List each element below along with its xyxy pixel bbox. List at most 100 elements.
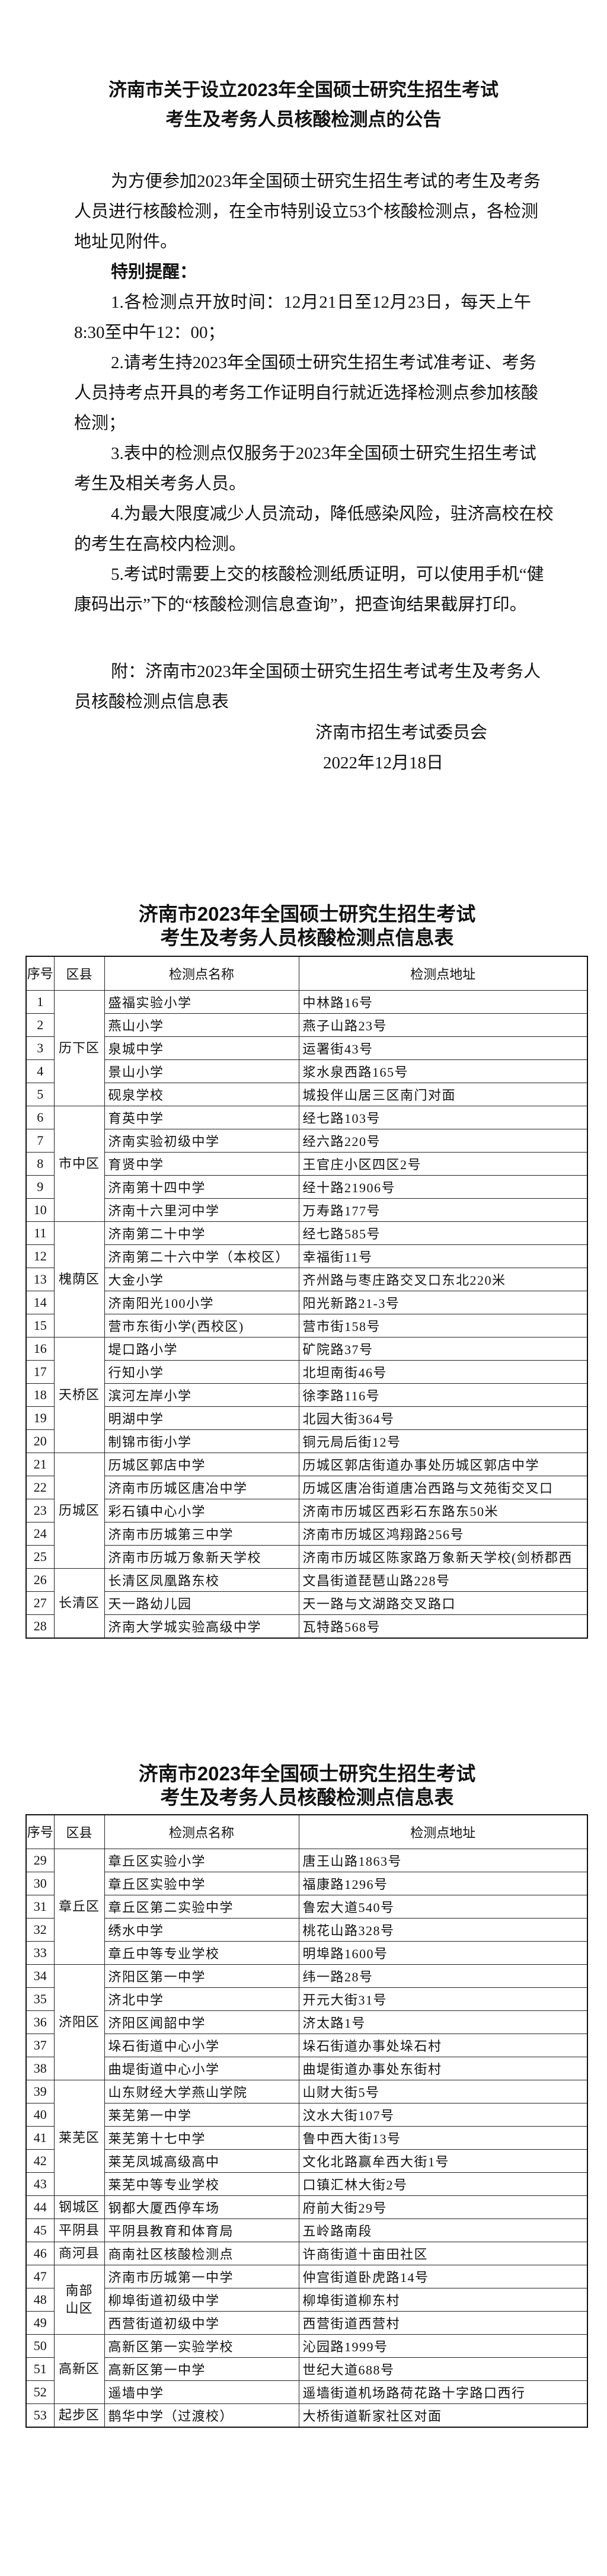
issue-date: 2022年12月18日	[323, 754, 444, 773]
row-number: 4	[25, 1059, 55, 1083]
header-row: 序号 区县 检测点名称 检测点地址	[25, 956, 588, 991]
site-address: 天一路与文湖路交叉路口	[298, 1591, 588, 1615]
signature-block: 济南市招生考试委员会 2022年12月18日	[315, 718, 487, 778]
site-address: 历城区郭店街道办事处历城区郭店中学	[298, 1453, 588, 1476]
text-line: 附：济南市2023年全国硕士研究生招生考试考生及考务人	[111, 662, 541, 681]
site-name: 章丘中等专业学校	[104, 1941, 299, 1965]
table-row: 38 曲堤街道中心小学 曲堤街道办事处东街村	[25, 2057, 588, 2080]
notice-title: 济南市关于设立2023年全国硕士研究生招生考试 考生及考务人员核酸检测点的公告	[0, 75, 607, 135]
row-number: 28	[25, 1614, 55, 1639]
site-address: 鲁宏大道540号	[298, 1895, 588, 1919]
table-row: 2 燕山小学 燕子山路23号	[25, 1013, 588, 1037]
row-number: 27	[25, 1591, 55, 1615]
site-address: 世纪大道688号	[298, 2357, 588, 2381]
site-address: 汶水大街107号	[298, 2103, 588, 2127]
district-cell: 起步区	[53, 2403, 105, 2428]
table-row: 24 济南市历城第三中学 济南市历城区鸿翔路256号	[25, 1522, 588, 1546]
table-row: 13 大金小学 齐州路与枣庄路交叉口东北220米	[25, 1268, 588, 1291]
table-row: 9 济南第十四中学 经十路21906号	[25, 1175, 588, 1199]
test-site-table: 序号 区县 检测点名称 检测点地址 29 章丘区 章丘区实验小学 唐王山路1863号 30 章丘区…	[25, 1814, 588, 2428]
site-address: 纬一路28号	[298, 1964, 588, 1988]
table-row: 53 起步区 鹊华中学（过渡校） 大桥街道靳家社区对面	[25, 2403, 588, 2428]
site-name: 莱芜第十七中学	[104, 2126, 299, 2150]
notice-title-line: 济南市关于设立2023年全国硕士研究生招生考试	[108, 79, 499, 100]
site-address: 柳埠街道柳东村	[298, 2288, 588, 2312]
row-number: 33	[25, 1941, 55, 1965]
site-name: 济南第十四中学	[104, 1175, 299, 1199]
site-name: 济南第二十六中学（本校区）	[104, 1244, 299, 1268]
row-number: 46	[25, 2242, 55, 2265]
row-number: 53	[25, 2403, 55, 2428]
header-no: 序号	[25, 956, 55, 991]
site-name: 济南大学城实验高级中学	[104, 1614, 299, 1639]
table-row: 33 章丘中等专业学校 明埠路1600号	[25, 1941, 588, 1965]
site-address: 徐李路116号	[298, 1383, 588, 1407]
table-row: 12 济南第二十六中学（本校区） 幸福街11号	[25, 1244, 588, 1268]
site-name: 滨河左岸小学	[104, 1383, 299, 1407]
site-name: 济北中学	[104, 1987, 299, 2011]
notice-title-line: 考生及考务人员核酸检测点的公告	[165, 109, 442, 130]
table-row: 45 平阴县 平阴县教育和体育局 五岭路南段	[25, 2219, 588, 2242]
row-number: 41	[25, 2126, 55, 2150]
site-address: 阳光新路21-3号	[298, 1291, 588, 1314]
row-number: 36	[25, 2010, 55, 2034]
table-row: 49 西营街道初级中学 西营街道西营村	[25, 2311, 588, 2335]
row-number: 12	[25, 1244, 55, 1268]
site-address: 西营街道西营村	[298, 2311, 588, 2335]
site-address: 铜元局后街12号	[298, 1429, 588, 1453]
site-address: 矿院路37号	[298, 1337, 588, 1361]
site-address: 经七路585号	[298, 1221, 588, 1245]
site-name: 长清区凤凰路东校	[104, 1568, 299, 1592]
table-row: 20 制锦市街小学 铜元局后街12号	[25, 1429, 588, 1453]
row-number: 3	[25, 1036, 55, 1060]
site-name: 莱芜凤城高级高中	[104, 2149, 299, 2173]
site-name: 莱芜第一中学	[104, 2103, 299, 2127]
site-address: 北园大街364号	[298, 1406, 588, 1430]
table-row: 41 莱芜第十七中学 鲁中西大街13号	[25, 2126, 588, 2150]
site-address: 垛石街道办事处垛石村	[298, 2034, 588, 2057]
site-address: 五岭路南段	[298, 2219, 588, 2242]
site-name: 济南十六里河中学	[104, 1198, 299, 1222]
district-cell: 历下区	[53, 990, 105, 1106]
site-address: 经六路220号	[298, 1129, 588, 1153]
header-address: 检测点地址	[298, 1814, 588, 1849]
table-row: 39 莱芜区 山东财经大学燕山学院 山财大街5号	[25, 2080, 588, 2196]
site-address: 济太路1号	[298, 2010, 588, 2034]
table-row: 21 历城区 历城区郭店中学 历城区郭店街道办事处历城区郭店中学	[25, 1453, 588, 1569]
table-row: 8 育贤中学 王官庄小区四区2号	[25, 1152, 588, 1176]
row-number: 51	[25, 2357, 55, 2381]
row-number: 38	[25, 2057, 55, 2080]
district-cell: 市中区	[53, 1106, 105, 1222]
table-row: 46 商河县 商南社区核酸检测点 许商街道十亩田社区	[25, 2242, 588, 2265]
table-title-line: 考生及考务人员核酸检测点信息表	[160, 1786, 454, 1808]
site-address: 齐州路与枣庄路交叉口东北220米	[298, 1268, 588, 1291]
text-line: 检测；	[74, 414, 126, 433]
site-address: 营市街158号	[298, 1314, 588, 1338]
site-name: 绣水中学	[104, 1918, 299, 1942]
site-name: 砚泉学校	[104, 1083, 299, 1106]
district-cell: 南部山区	[53, 2265, 105, 2335]
site-name: 彩石镇中心小学	[104, 1499, 299, 1522]
row-number: 40	[25, 2103, 55, 2127]
site-address: 济南市历城区鸿翔路256号	[298, 1522, 588, 1546]
table-row: 19 明湖中学 北园大街364号	[25, 1406, 588, 1430]
table-row: 30 章丘区实验中学 福康路1296号	[25, 1872, 588, 1895]
table-row: 29 章丘区 章丘区实验小学 唐王山路1863号	[25, 1849, 588, 1965]
site-name: 燕山小学	[104, 1013, 299, 1037]
row-number: 18	[25, 1383, 55, 1407]
row-number: 44	[25, 2195, 55, 2219]
site-name: 营市东街小学(西校区)	[104, 1314, 299, 1338]
text-line: 地址见附件。	[74, 232, 178, 251]
table-row: 14 济南阳光100小学 阳光新路21-3号	[25, 1291, 588, 1314]
site-address: 燕子山路23号	[298, 1013, 588, 1037]
site-name: 章丘区第二实验中学	[104, 1895, 299, 1919]
table-row: 27 天一路幼儿园 天一路与文湖路交叉路口	[25, 1591, 588, 1615]
site-name: 平阴县教育和体育局	[104, 2219, 299, 2242]
site-name: 济南第二十中学	[104, 1221, 299, 1245]
table-row: 37 垛石街道中心小学 垛石街道办事处垛石村	[25, 2034, 588, 2057]
text-line: 5.考试时需要上交的核酸检测纸质证明，可以使用手机“健	[111, 565, 544, 584]
table-row: 43 莱芜中等专业学校 口镇汇林大街2号	[25, 2172, 588, 2196]
header-name: 检测点名称	[104, 1814, 299, 1849]
site-name: 济阳区闻韶中学	[104, 2010, 299, 2034]
row-number: 6	[25, 1106, 55, 1129]
